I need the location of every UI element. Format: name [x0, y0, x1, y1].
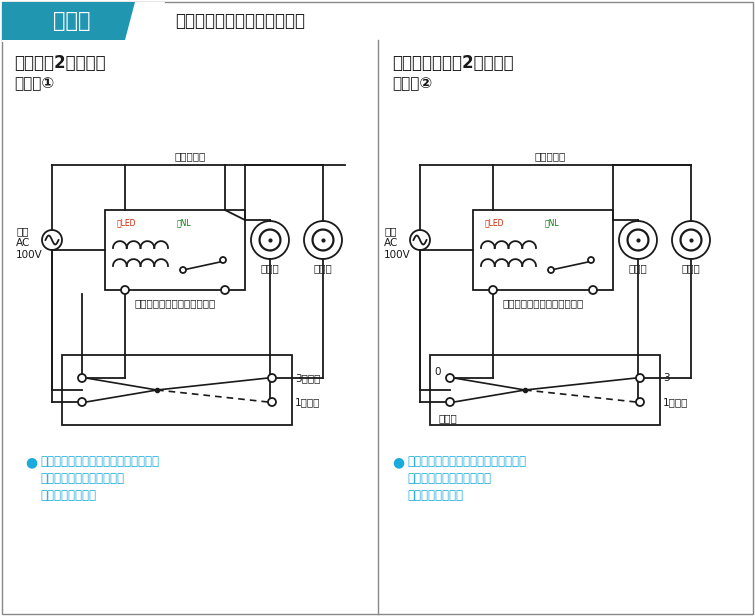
Text: 〈接地側〉: 〈接地側〉 — [535, 151, 565, 161]
Circle shape — [446, 374, 454, 382]
Circle shape — [446, 398, 454, 406]
Text: 電源: 電源 — [384, 226, 396, 236]
Text: 配線例①: 配線例① — [14, 76, 54, 91]
Text: 100V: 100V — [384, 250, 411, 260]
Text: 電源: 電源 — [16, 226, 29, 236]
Text: パイロット･ほたるスイッチの定格は: パイロット･ほたるスイッチの定格は — [40, 455, 159, 468]
Circle shape — [121, 286, 129, 294]
Bar — [430, 355, 660, 425]
Text: パイロット･ほたるスイッチ: パイロット･ほたるスイッチ — [502, 298, 584, 308]
Circle shape — [268, 398, 276, 406]
Text: 3: 3 — [663, 373, 670, 383]
Text: （強）: （強） — [682, 263, 701, 273]
Circle shape — [636, 398, 644, 406]
Polygon shape — [2, 2, 158, 40]
Bar — [2, 40, 162, 42]
Text: 一般形（2速切替）: 一般形（2速切替） — [14, 54, 106, 72]
Text: ●: ● — [392, 455, 404, 469]
Circle shape — [268, 374, 276, 382]
Text: 1（弱）: 1（弱） — [295, 397, 320, 407]
Circle shape — [221, 286, 229, 294]
Text: 緑NL: 緑NL — [545, 218, 559, 227]
Circle shape — [78, 398, 86, 406]
Text: 赤LED: 赤LED — [485, 218, 504, 227]
Text: 〈接地側〉: 〈接地側〉 — [174, 151, 205, 161]
Bar — [105, 210, 245, 290]
Text: 配線例②: 配線例② — [392, 76, 433, 91]
Text: お選びください。: お選びください。 — [40, 489, 96, 502]
Circle shape — [78, 374, 86, 382]
Text: 緑NL: 緑NL — [177, 218, 192, 227]
Circle shape — [548, 267, 554, 273]
Text: 0: 0 — [435, 367, 441, 377]
Text: 強弱切替形換気扇との配線例: 強弱切替形換気扇との配線例 — [175, 12, 305, 30]
Circle shape — [588, 257, 594, 263]
Text: パイロット･ほたるスイッチ: パイロット･ほたるスイッチ — [134, 298, 216, 308]
Bar — [62, 355, 292, 425]
Text: ●: ● — [25, 455, 37, 469]
Circle shape — [589, 286, 597, 294]
Text: お選びください。: お選びください。 — [407, 489, 463, 502]
Text: リレー内蔵形（2速切替）: リレー内蔵形（2速切替） — [392, 54, 513, 72]
Text: （強）: （強） — [438, 413, 457, 423]
Text: （強）: （強） — [313, 263, 332, 273]
Text: 100V: 100V — [16, 250, 43, 260]
Circle shape — [636, 374, 644, 382]
Text: 1（弱）: 1（弱） — [663, 397, 689, 407]
Text: （弱）: （弱） — [260, 263, 279, 273]
Text: 配線図: 配線図 — [54, 11, 91, 31]
Bar — [473, 210, 613, 290]
Circle shape — [180, 267, 186, 273]
Text: 換気扇の仕様をご確認の上: 換気扇の仕様をご確認の上 — [407, 472, 491, 485]
Text: 赤LED: 赤LED — [117, 218, 137, 227]
Text: （弱）: （弱） — [629, 263, 647, 273]
Text: AC: AC — [16, 238, 30, 248]
Circle shape — [489, 286, 497, 294]
Text: 換気扇の仕様をご確認の上: 換気扇の仕様をご確認の上 — [40, 472, 124, 485]
Polygon shape — [125, 2, 165, 40]
Text: パイロット･ほたるスイッチの定格は: パイロット･ほたるスイッチの定格は — [407, 455, 526, 468]
Text: AC: AC — [384, 238, 399, 248]
Circle shape — [220, 257, 226, 263]
Text: 3（強）: 3（強） — [295, 373, 320, 383]
